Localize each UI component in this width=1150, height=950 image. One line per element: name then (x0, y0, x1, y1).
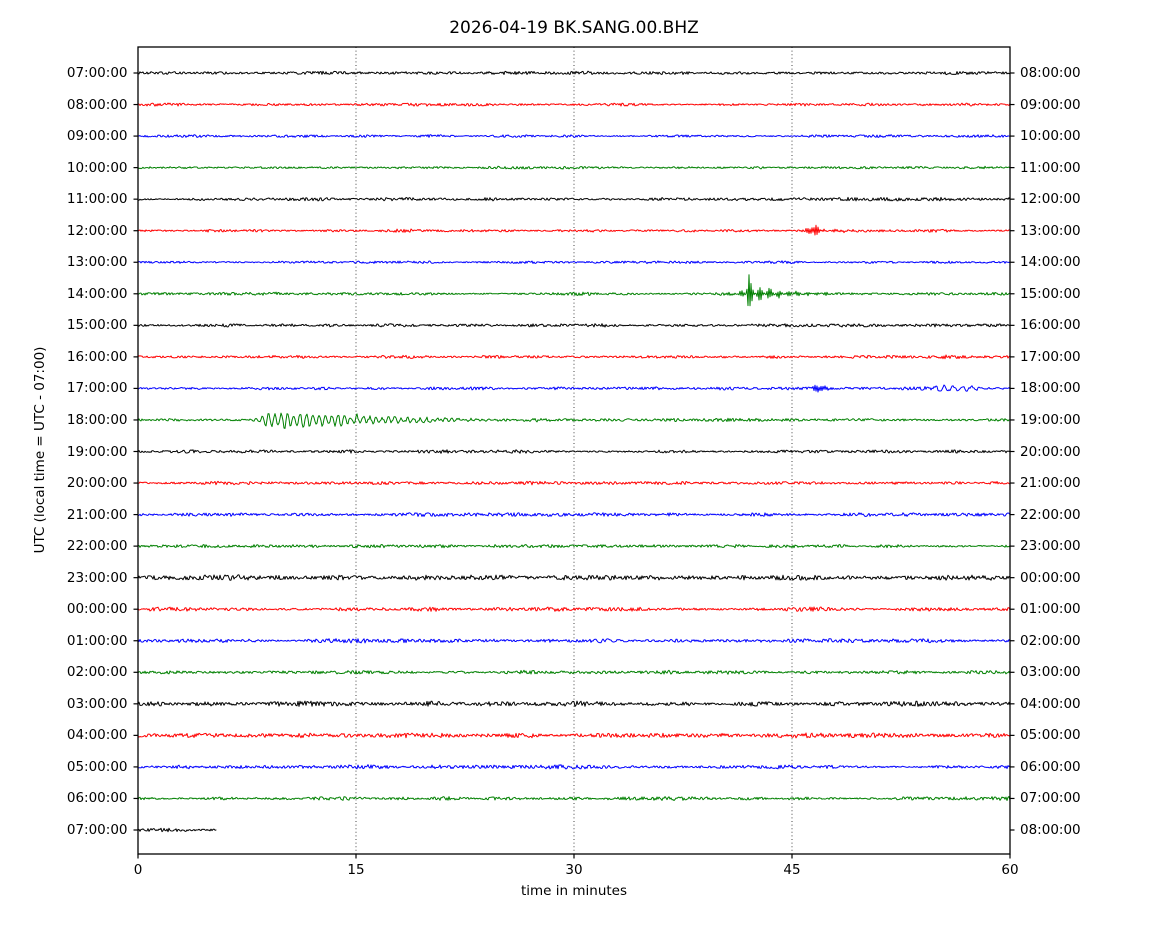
local-time-label: 09:00:00 (1020, 96, 1081, 113)
local-time-label: 02:00:00 (1020, 632, 1081, 649)
trace-row-030000 (137, 700, 1011, 707)
utc-time-label: 23:00:00 (66, 569, 128, 586)
local-time-label: 04:00:00 (1020, 695, 1081, 712)
utc-time-label: 14:00:00 (66, 285, 128, 302)
utc-time-label: 19:00:00 (66, 443, 128, 460)
utc-time-label: 17:00:00 (66, 380, 128, 397)
local-time-label: 08:00:00 (1020, 822, 1081, 838)
local-time-label: 21:00:00 (1020, 475, 1081, 492)
utc-time-label: 05:00:00 (66, 758, 128, 775)
utc-time-label: 22:00:00 (66, 538, 128, 555)
trace-row-170000 (137, 384, 1011, 393)
utc-time-label: 08:00:00 (66, 96, 128, 113)
local-time-label: 08:00:00 (1020, 65, 1081, 81)
trace-row-190000 (137, 449, 1011, 454)
local-time-label: 01:00:00 (1020, 601, 1081, 618)
trace-row-200000 (137, 480, 1011, 486)
utc-time-label: 07:00:00 (66, 65, 128, 81)
utc-time-label: 20:00:00 (66, 475, 128, 492)
local-time-label: 19:00:00 (1020, 411, 1081, 428)
trace-row-130000 (137, 260, 1011, 265)
trace-row-020000 (137, 669, 1011, 675)
local-time-label: 06:00:00 (1020, 758, 1081, 775)
local-time-label: 05:00:00 (1020, 727, 1081, 744)
utc-time-label: 18:00:00 (66, 411, 128, 428)
utc-time-label: 21:00:00 (66, 506, 128, 523)
local-time-label: 13:00:00 (1020, 222, 1081, 239)
trace-row-000000 (137, 606, 1011, 612)
trace-row-180000 (137, 412, 1011, 429)
local-time-label: 16:00:00 (1020, 317, 1081, 334)
trace-row-060000 (137, 796, 1011, 801)
utc-time-label: 11:00:00 (66, 191, 128, 208)
utc-time-label: 12:00:00 (66, 222, 128, 239)
trace-row-230000 (137, 574, 1011, 581)
local-time-label: 22:00:00 (1020, 506, 1081, 523)
trace-row-120000 (137, 224, 1011, 236)
trace-row-100000 (137, 165, 1011, 170)
trace-row-160000 (137, 354, 1011, 360)
utc-time-label: 00:00:00 (66, 601, 128, 618)
utc-time-label: 06:00:00 (66, 790, 128, 807)
x-tick-label: 30 (565, 862, 583, 878)
x-tick-label: 45 (783, 862, 801, 878)
trace-row-010000 (137, 638, 1011, 644)
local-time-label: 07:00:00 (1020, 790, 1081, 807)
trace-row-070000 (137, 70, 1011, 76)
x-axis-label: time in minutes (520, 883, 628, 899)
utc-time-label: 09:00:00 (66, 128, 128, 145)
trace-row-220000 (137, 544, 1011, 549)
utc-time-label: 16:00:00 (66, 348, 128, 365)
utc-time-label: 03:00:00 (66, 695, 128, 712)
utc-time-label: 10:00:00 (66, 159, 128, 176)
chart-title: 2026-04-19 BK.SANG.00.BHZ (449, 18, 699, 38)
local-time-label: 18:00:00 (1020, 380, 1081, 397)
utc-time-label: 13:00:00 (66, 254, 128, 271)
trace-row-090000 (137, 134, 1011, 138)
local-time-label: 17:00:00 (1020, 348, 1081, 365)
local-time-label: 15:00:00 (1020, 285, 1081, 302)
local-time-label: 14:00:00 (1020, 254, 1081, 271)
local-time-label: 20:00:00 (1020, 443, 1081, 460)
x-tick-label: 60 (1001, 862, 1019, 878)
x-tick-label: 15 (347, 862, 365, 878)
trace-row-070000 (137, 827, 217, 833)
local-time-label: 03:00:00 (1020, 664, 1081, 681)
trace-row-050000 (137, 764, 1011, 770)
local-time-label: 11:00:00 (1020, 159, 1081, 176)
local-time-label: 23:00:00 (1020, 538, 1081, 555)
trace-row-210000 (137, 512, 1011, 517)
utc-time-label: 04:00:00 (66, 727, 128, 744)
trace-row-040000 (137, 732, 1011, 739)
utc-time-label: 15:00:00 (66, 317, 128, 334)
trace-row-110000 (137, 196, 1011, 202)
local-time-label: 00:00:00 (1020, 569, 1081, 586)
utc-time-label: 01:00:00 (66, 632, 128, 649)
x-tick-label: 0 (133, 862, 143, 878)
local-time-label: 10:00:00 (1020, 128, 1081, 145)
utc-time-label: 02:00:00 (66, 664, 128, 681)
trace-row-080000 (137, 102, 1011, 107)
local-time-label: 12:00:00 (1020, 191, 1081, 208)
utc-time-label: 07:00:00 (66, 822, 128, 838)
trace-row-140000 (137, 274, 1011, 307)
trace-row-150000 (137, 323, 1011, 328)
